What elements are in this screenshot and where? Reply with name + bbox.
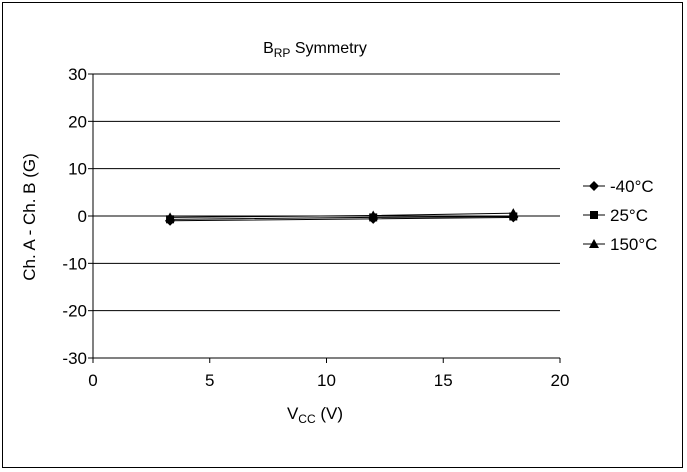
data-point (165, 212, 176, 222)
legend-item-0: -40°C (583, 177, 654, 196)
data-point (368, 210, 379, 220)
x-tick-label: 0 (88, 371, 97, 390)
chart-title-rest: Symmetry (290, 40, 366, 57)
x-tick-label: 20 (551, 371, 570, 390)
legend: -40°C 25°C 150°C (583, 177, 657, 254)
series-2 (165, 208, 519, 222)
y-tick-label: 10 (68, 160, 87, 179)
y-tick-label: 0 (78, 207, 87, 226)
series-group (165, 208, 519, 226)
legend-item-2: 150°C (583, 235, 657, 254)
y-axis-title: Ch. A - Ch. B (G) (20, 153, 39, 281)
legend-label: 25°C (610, 206, 648, 225)
y-tick-label: -10 (62, 254, 87, 273)
chart-title-main: B (263, 40, 274, 57)
chart-frame: -30 -20 -10 0 10 20 30 0 5 10 15 20 BRP Symmetry VC… (2, 2, 683, 468)
legend-marker (589, 181, 599, 191)
x-axis-title-sub: CC (298, 412, 316, 426)
chart-title-sub: RP (274, 46, 291, 60)
chart-title: BRP Symmetry (263, 40, 367, 60)
x-axis-title-rest: (V) (316, 404, 343, 423)
y-tick-label: 30 (68, 65, 87, 84)
legend-item-1: 25°C (583, 206, 648, 225)
data-point (508, 208, 519, 218)
legend-marker (589, 239, 599, 248)
legend-label: 150°C (610, 235, 657, 254)
legend-label: -40°C (610, 177, 654, 196)
axes: -30 -20 -10 0 10 20 30 0 5 10 15 20 (62, 65, 569, 390)
y-tick-label: -30 (62, 349, 87, 368)
y-tick-label: 20 (68, 112, 87, 131)
x-tick-label: 15 (434, 371, 453, 390)
y-tick-label: -20 (62, 302, 87, 321)
legend-marker (590, 211, 598, 219)
x-axis-title: VCC (V) (287, 404, 343, 426)
x-tick-label: 5 (205, 371, 214, 390)
x-tick-label: 10 (317, 371, 336, 390)
x-axis-title-main: V (287, 404, 299, 423)
